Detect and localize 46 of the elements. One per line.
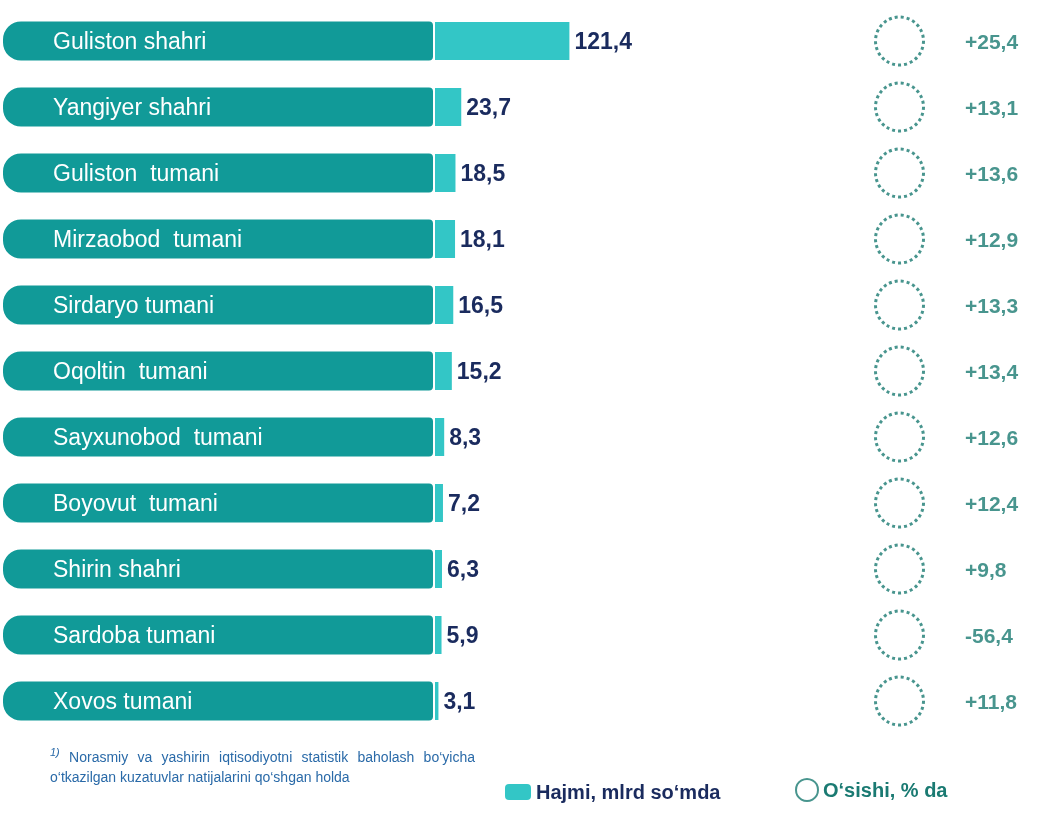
data-label: 8,3 bbox=[449, 424, 482, 450]
y-tick-label: Yangiyer shahri bbox=[53, 94, 212, 120]
text: $^{1)}$ Norasmiy va yashirin iqtisodiyotni statistik baholash bo‘yicha o‘tkazilgan kuzatuvlar natijalarini qo‘shgan holda bbox=[50, 745, 475, 787]
data-label: 16,5 bbox=[458, 292, 504, 318]
legend-label: O‘sishi, % da bbox=[823, 779, 949, 801]
bar bbox=[435, 616, 442, 654]
y-tick-label: Mirzaobod tumani bbox=[53, 226, 243, 252]
bar bbox=[435, 154, 456, 192]
y-tick-label: Xovos tumani bbox=[53, 688, 193, 714]
data-label: 18,5 bbox=[460, 160, 506, 186]
bar bbox=[435, 286, 454, 324]
data-label: +25,4 bbox=[965, 29, 1019, 53]
bar bbox=[435, 22, 570, 60]
bar bbox=[435, 484, 443, 522]
data-label: +13,3 bbox=[965, 293, 1019, 317]
data-label: 7,2 bbox=[447, 490, 480, 516]
data-label: 121,4 bbox=[574, 28, 633, 54]
data-label: +9,8 bbox=[965, 557, 1007, 581]
data-label: +12,9 bbox=[965, 227, 1019, 251]
bar bbox=[435, 352, 452, 390]
data-label: 5,9 bbox=[446, 622, 479, 648]
data-label: 18,1 bbox=[460, 226, 506, 252]
bar bbox=[435, 550, 442, 588]
y-tick-label: Guliston shahri bbox=[53, 28, 207, 54]
legend-label: Hajmi, mlrd so‘mda bbox=[536, 781, 722, 803]
bar bbox=[435, 88, 462, 126]
y-tick-label: Shirin shahri bbox=[53, 556, 181, 582]
data-label: +11,8 bbox=[965, 689, 1018, 713]
data-label: 6,3 bbox=[446, 556, 479, 582]
y-tick-label: Oqoltin tumani bbox=[53, 358, 208, 384]
y-tick-label: Sirdaryo tumani bbox=[53, 292, 215, 318]
bar bbox=[435, 220, 456, 258]
data-label: -56,4 bbox=[965, 623, 1014, 647]
data-label: 23,7 bbox=[466, 94, 511, 120]
data-label: +12,6 bbox=[965, 425, 1019, 449]
data-label: +12,4 bbox=[965, 491, 1019, 515]
data-label: 3,1 bbox=[443, 688, 476, 714]
y-tick-label: Sayxunobod tumani bbox=[53, 424, 263, 450]
data-label: +13,6 bbox=[965, 161, 1019, 185]
data-label: +13,1 bbox=[965, 95, 1019, 119]
y-tick-label: Sardoba tumani bbox=[53, 622, 216, 648]
data-label: 15,2 bbox=[456, 358, 502, 384]
bar bbox=[435, 418, 445, 456]
y-tick-label: Guliston tumani bbox=[53, 160, 220, 186]
y-tick-label: Boyovut tumani bbox=[53, 490, 218, 516]
data-label: +13,4 bbox=[965, 359, 1019, 383]
